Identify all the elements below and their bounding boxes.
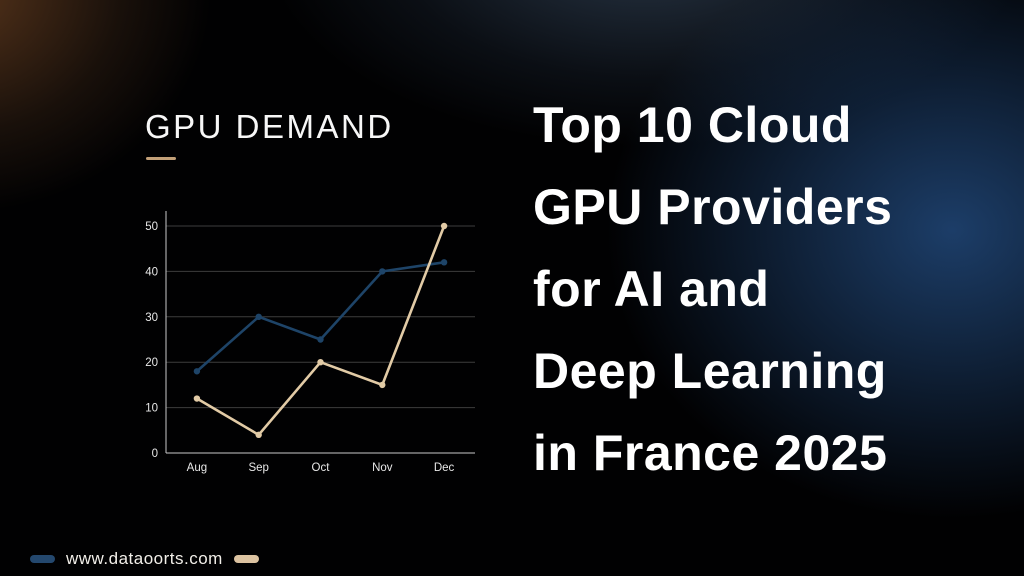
svg-text:Oct: Oct bbox=[312, 462, 331, 474]
main-heading-line: for AI and bbox=[533, 261, 770, 317]
svg-text:50: 50 bbox=[145, 221, 158, 233]
svg-text:Sep: Sep bbox=[248, 462, 268, 474]
main-heading-line: Top 10 Cloud bbox=[533, 97, 852, 153]
svg-text:Aug: Aug bbox=[187, 462, 207, 474]
main-heading-line: GPU Providers bbox=[533, 179, 893, 235]
svg-text:20: 20 bbox=[145, 357, 158, 369]
svg-text:0: 0 bbox=[152, 448, 158, 460]
svg-text:40: 40 bbox=[145, 266, 158, 278]
main-heading-line: in France 2025 bbox=[533, 425, 888, 481]
gpu-demand-chart: 0 10 20 30 40 50 Aug Sep Oct Nov Dec bbox=[145, 211, 475, 474]
svg-text:Dec: Dec bbox=[434, 462, 455, 474]
legend-blue-dash bbox=[30, 555, 55, 563]
svg-text:30: 30 bbox=[145, 312, 158, 324]
chart-title: GPU DEMAND bbox=[145, 108, 394, 145]
footer: www.dataoorts.com bbox=[30, 549, 259, 569]
legend-tan-dash bbox=[233, 555, 259, 563]
svg-text:10: 10 bbox=[145, 403, 158, 415]
main-heading: Top 10 Cloud GPU Providers for AI and De… bbox=[533, 84, 892, 494]
svg-text:Nov: Nov bbox=[372, 462, 393, 474]
chart-title-underline bbox=[146, 157, 176, 160]
website-url: www.dataoorts.com bbox=[66, 549, 223, 568]
main-heading-line: Deep Learning bbox=[533, 343, 887, 399]
